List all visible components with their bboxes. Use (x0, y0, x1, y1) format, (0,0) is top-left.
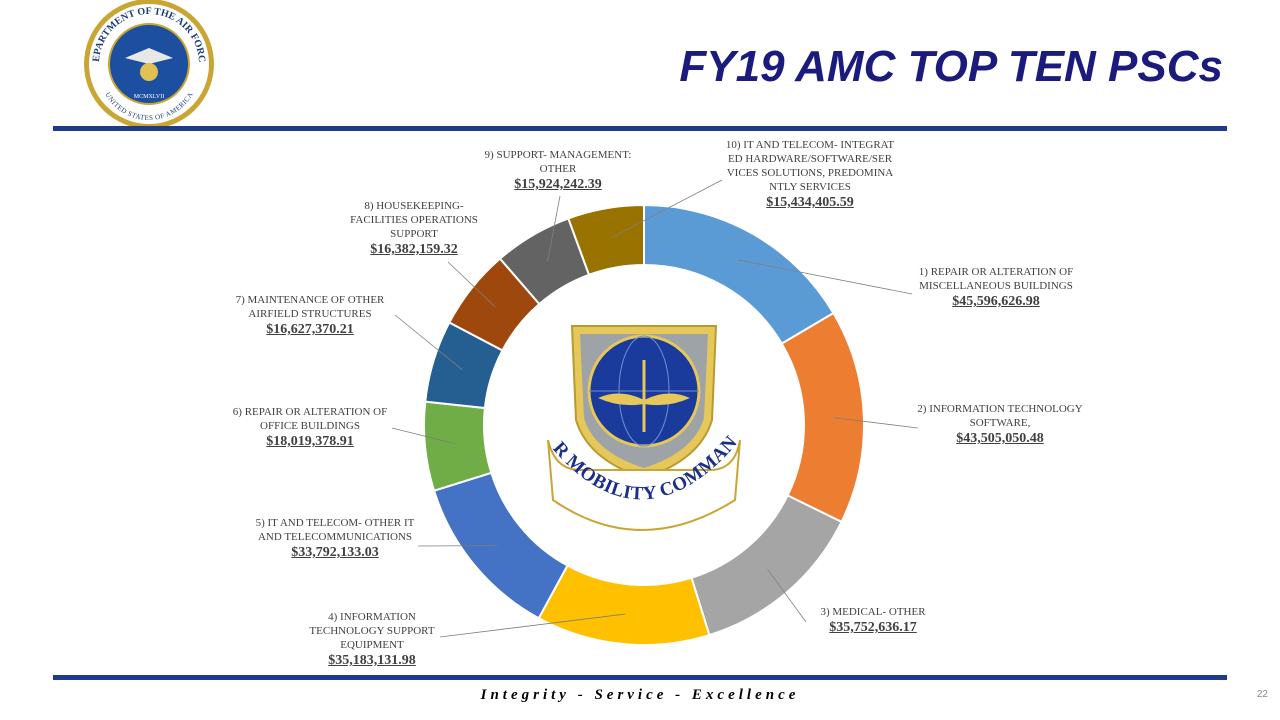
data-label: 9) SUPPORT- MANAGEMENT: OTHER $15,924,242… (468, 148, 648, 194)
data-label: 7) MAINTENANCE OF OTHER AIRFIELD STRUCTU… (220, 293, 400, 339)
data-label: 1) REPAIR OR ALTERATION OF MISCELLANEOUS… (911, 265, 1081, 311)
data-label: 2) INFORMATION TECHNOLOGY SOFTWARE, $43,5… (915, 402, 1085, 448)
category-label: 3) MEDICAL- OTHER (820, 606, 926, 618)
donut-segment (780, 311, 865, 524)
value-label: $43,505,050.48 (956, 431, 1044, 446)
data-label: 3) MEDICAL- OTHER $35,752,636.17 (803, 605, 943, 637)
leader-line (833, 417, 919, 429)
leader-line (391, 427, 456, 445)
donut-segment (537, 564, 711, 646)
value-label: $15,924,242.39 (514, 177, 602, 192)
value-label: $18,019,378.91 (266, 434, 354, 449)
leader-line (738, 259, 913, 295)
data-label: 10) IT AND TELECOM- INTEGRATED HARDWARE/… (725, 138, 895, 212)
leader-line (610, 179, 723, 239)
data-label: 5) IT AND TELECOM- OTHER IT AND TELECOMM… (250, 516, 420, 562)
seal: DEPARTMENT OF THE AIR FORCE UNITED STATE… (0, 0, 214, 129)
bottom-rule (53, 675, 1227, 680)
donut-segment (567, 203, 645, 277)
leader-line (767, 569, 807, 623)
category-label: 9) SUPPORT- MANAGEMENT: OTHER (484, 149, 632, 175)
seal-year: MCMXLVII (134, 94, 164, 100)
value-label: $35,752,636.17 (829, 620, 917, 635)
category-label: 2) INFORMATION TECHNOLOGY SOFTWARE, (917, 403, 1083, 429)
value-label: $16,627,370.21 (266, 322, 354, 337)
value-label: $45,596,626.98 (952, 294, 1040, 309)
page-number: 22 (1256, 689, 1268, 700)
leader-line (447, 261, 496, 308)
leader-line (547, 195, 561, 262)
leader-line (439, 613, 626, 638)
donut-segment (643, 203, 835, 345)
category-label: 6) REPAIR OR ALTERATION OF OFFICE BUILDI… (232, 406, 388, 432)
category-label: 10) IT AND TELECOM- INTEGRATED HARDWARE/… (725, 139, 895, 193)
leader-line (394, 314, 463, 370)
category-label: 7) MAINTENANCE OF OTHER AIRFIELD STRUCTU… (235, 294, 385, 320)
category-label: 4) INFORMATION TECHNOLOGY SUPPORT EQUIPM… (309, 611, 435, 651)
value-label: $35,183,131.98 (328, 653, 416, 668)
value-label: $33,792,133.03 (291, 545, 379, 560)
value-label: $15,434,405.59 (766, 195, 854, 210)
chart-title: FY19 AMC TOP TEN PSCs (679, 42, 1223, 91)
data-label: 6) REPAIR OR ALTERATION OF OFFICE BUILDI… (225, 405, 395, 451)
footer: Integrity - Service - Excellence (480, 687, 800, 703)
top-rule (53, 126, 1227, 131)
category-label: 5) IT AND TELECOM- OTHER IT AND TELECOMM… (255, 517, 415, 543)
data-label: 8) HOUSEKEEPING- FACILITIES OPERATIONS S… (339, 199, 489, 259)
value-label: $16,382,159.32 (370, 242, 458, 257)
category-label: 1) REPAIR OR ALTERATION OF MISCELLANEOUS… (918, 266, 1074, 292)
category-label: 8) HOUSEKEEPING- FACILITIES OPERATIONS S… (350, 200, 478, 240)
data-label: 4) INFORMATION TECHNOLOGY SUPPORT EQUIPM… (297, 610, 447, 670)
